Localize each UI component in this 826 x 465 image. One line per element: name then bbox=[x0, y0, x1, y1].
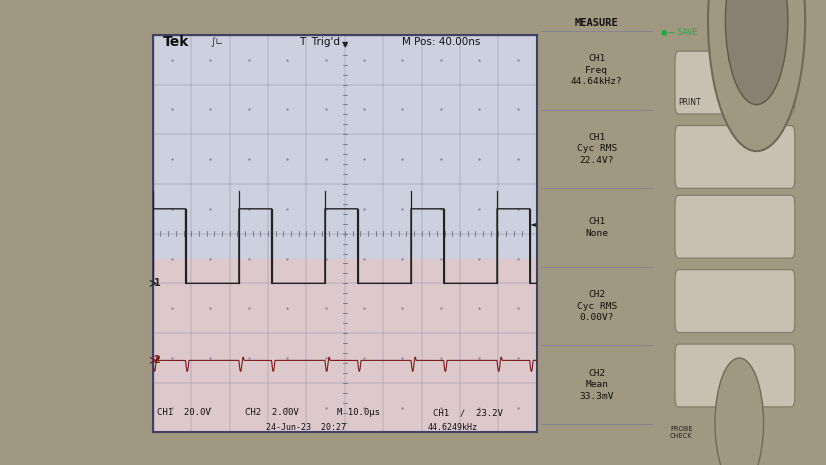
FancyBboxPatch shape bbox=[675, 126, 795, 188]
Text: CH1  20.0V: CH1 20.0V bbox=[157, 408, 211, 417]
Text: M Pos: 40.00ns: M Pos: 40.00ns bbox=[402, 37, 481, 47]
FancyBboxPatch shape bbox=[675, 344, 795, 407]
FancyBboxPatch shape bbox=[675, 51, 795, 114]
Text: CH1
None: CH1 None bbox=[586, 217, 608, 238]
FancyBboxPatch shape bbox=[675, 270, 795, 332]
Text: 1: 1 bbox=[154, 279, 160, 288]
Text: T  Trig'd: T Trig'd bbox=[299, 37, 339, 47]
Text: PROBE
CHECK: PROBE CHECK bbox=[670, 426, 692, 439]
Text: M 10.0μs: M 10.0μs bbox=[337, 408, 380, 417]
Text: CH2  2.00V: CH2 2.00V bbox=[245, 408, 299, 417]
Text: 24-Jun-23  20:27: 24-Jun-23 20:27 bbox=[267, 423, 346, 432]
Text: CH1
Freq
44.64kHz?: CH1 Freq 44.64kHz? bbox=[571, 54, 623, 86]
Circle shape bbox=[708, 0, 805, 151]
Text: CH2
Cyc RMS
0.00V?: CH2 Cyc RMS 0.00V? bbox=[577, 290, 617, 322]
Text: CH2
Mean
33.3mV: CH2 Mean 33.3mV bbox=[580, 369, 614, 401]
Text: ∫∟: ∫∟ bbox=[211, 37, 224, 47]
Text: 44.6249kHz: 44.6249kHz bbox=[427, 423, 477, 432]
Circle shape bbox=[715, 358, 763, 465]
FancyBboxPatch shape bbox=[675, 195, 795, 258]
Text: CH1
Cyc RMS
22.4V?: CH1 Cyc RMS 22.4V? bbox=[577, 133, 617, 165]
Text: ◄: ◄ bbox=[529, 219, 536, 228]
Text: CH1  ∕  23.2V: CH1 ∕ 23.2V bbox=[433, 408, 503, 417]
Text: ▼: ▼ bbox=[342, 40, 348, 49]
Text: MEASURE: MEASURE bbox=[575, 18, 619, 28]
Text: ●— SAVE: ●— SAVE bbox=[662, 28, 697, 37]
Text: 2: 2 bbox=[154, 355, 160, 365]
Circle shape bbox=[725, 0, 788, 105]
Text: PRINT: PRINT bbox=[679, 98, 701, 107]
Text: Tek: Tek bbox=[163, 35, 189, 49]
